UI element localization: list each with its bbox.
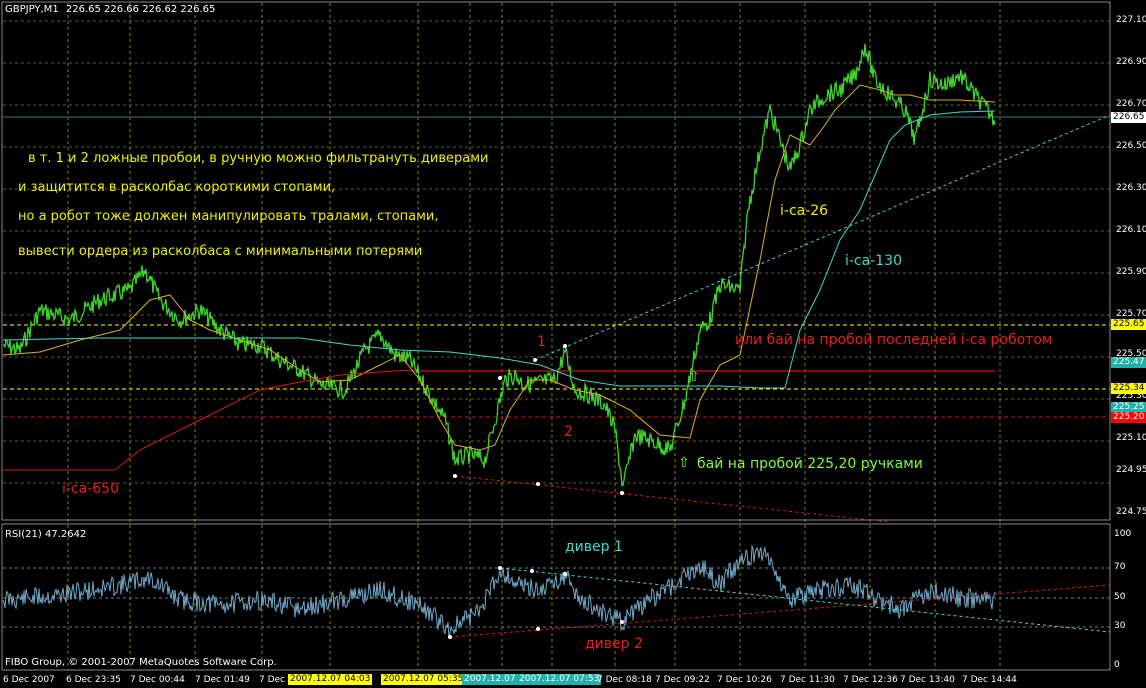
point-1-label: 1 <box>537 334 546 350</box>
price-line <box>2 43 996 487</box>
ma130-line <box>2 110 996 389</box>
time-tick: 7 Dec 14:44 <box>962 675 1017 685</box>
price-tick: 225.30 <box>1116 391 1146 401</box>
price-tick: 226.50 <box>1116 141 1146 151</box>
rsi-tick: 50 <box>1114 592 1126 602</box>
trend-marks <box>448 114 1111 639</box>
manual-buy-label: бай на пробой 225,20 ручками <box>697 456 923 472</box>
rsi-high-point <box>498 566 502 570</box>
rsi-diver-1-line <box>499 567 1111 633</box>
time-tick: 6 Dec 23:35 <box>66 675 121 685</box>
price-tag: 225.34 <box>1111 383 1146 394</box>
symbol-label: GBPJPY,M1 <box>5 4 59 15</box>
rsi-tick: 70 <box>1114 562 1126 572</box>
ma650-line <box>3 369 411 471</box>
point-2-label: 2 <box>564 424 573 440</box>
manual-buy-arrow-icon: ⇧ <box>678 455 690 471</box>
time-tick-highlight: 2007.12.07 <box>462 674 518 685</box>
time-tick: 7 Dec 11:30 <box>780 675 835 685</box>
ica26-label: i-ca-26 <box>780 203 829 219</box>
diver-2-label: дивер 2 <box>585 636 643 652</box>
time-tick: 7 Dec 01:49 <box>195 675 250 685</box>
rsi-series <box>2 544 996 639</box>
robot-buy-arrow-icon: ⇧ <box>688 369 700 385</box>
ica130-label: i-ca-130 <box>845 253 902 269</box>
price-tick: 225.90 <box>1116 267 1146 277</box>
rsi-diver-2-line <box>449 584 1111 638</box>
time-tick: 6 Dec 2007 <box>3 675 55 685</box>
time-tick: 7 Dec 10:26 <box>717 675 772 685</box>
price-tag: 225.20 <box>1111 412 1146 423</box>
note-line-4: вывести ордера из расколбаса с минимальн… <box>18 244 423 259</box>
ma26-line <box>2 84 996 451</box>
time-tick: 7 Dec 00:44 <box>130 675 185 685</box>
time-tick: 7 Dec <box>259 675 286 685</box>
price-tick: 226.70 <box>1116 99 1146 109</box>
time-tick: 7 Dec 12:36 <box>843 675 898 685</box>
low-point <box>620 491 624 495</box>
price-tick: 224.95 <box>1116 465 1146 475</box>
high-point <box>498 376 502 380</box>
rsi-value: 47.2642 <box>44 529 87 540</box>
rsi-line <box>2 544 996 639</box>
note-line-3: но а робот тоже должен манипулировать тр… <box>18 209 439 224</box>
low-point <box>536 482 540 486</box>
ohlc-label: 226.65 226.66 226.62 226.65 <box>65 4 216 15</box>
price-tag-current: 226.65 <box>1111 112 1146 123</box>
price-tick: 227.10 <box>1116 15 1146 25</box>
main-chart-frame <box>1 1 1111 521</box>
ica650-label: i-ca-650 <box>62 481 119 497</box>
trendline-lows <box>454 475 891 523</box>
rsi-chart-frame <box>1 523 1111 671</box>
rsi-low-point <box>620 620 624 624</box>
low-point <box>453 474 457 478</box>
rsi-header: RSI(21) 47.2642 <box>5 529 86 540</box>
rsi-high-point <box>530 569 534 573</box>
rsi-low-point <box>536 627 540 631</box>
chart-header: GBPJPY,M1 226.65 226.66 226.62 226.65 <box>5 4 215 15</box>
note-line-1: в т. 1 и 2 ложные пробои, в ручную можно… <box>28 151 489 166</box>
rsi-high-point <box>563 572 567 576</box>
rsi-tick: 0 <box>1114 660 1120 670</box>
rsi-label: RSI(21) <box>5 529 42 540</box>
rsi-low-point <box>448 635 452 639</box>
price-series <box>2 43 996 487</box>
price-tick: 225.10 <box>1116 433 1146 443</box>
robot-buy-label: или бай на пробой последней i-ca роботом <box>735 332 1053 348</box>
price-tick: 226.90 <box>1116 57 1146 67</box>
time-tick: 7 Dec 09:22 <box>655 675 710 685</box>
diver-1-label: дивер 1 <box>565 539 623 555</box>
price-tick: 226.30 <box>1116 183 1146 193</box>
high-point <box>563 344 567 348</box>
time-tick-highlight: 2007.12.07 07:53 <box>517 674 602 685</box>
price-tick: 224.75 <box>1116 507 1146 517</box>
note-line-2: и защитится в расколбас короткими стопам… <box>18 180 336 195</box>
time-tick: 7 Dec 13:40 <box>900 675 955 685</box>
high-point <box>533 358 537 362</box>
time-tick: 7 Dec 08:18 <box>597 675 652 685</box>
time-tick-highlight: 2007.12.07 05:35 <box>381 674 466 685</box>
rsi-tick: 100 <box>1114 529 1132 539</box>
price-tick: 225.50 <box>1116 349 1146 359</box>
price-tick: 226.10 <box>1116 225 1146 235</box>
copyright-text: FIBO Group, © 2001-2007 MetaQuotes Softw… <box>5 657 277 668</box>
time-tick-highlight: 2007.12.07 04:03 <box>288 674 373 685</box>
grid-lines <box>3 3 1110 670</box>
price-tag: 225.47 <box>1111 357 1146 368</box>
trendline-up <box>534 114 1111 361</box>
price-tag: 225.25 <box>1111 402 1146 413</box>
rsi-tick: 30 <box>1114 621 1126 631</box>
price-tag: 225.65 <box>1111 319 1146 330</box>
price-tick: 225.70 <box>1116 309 1146 319</box>
